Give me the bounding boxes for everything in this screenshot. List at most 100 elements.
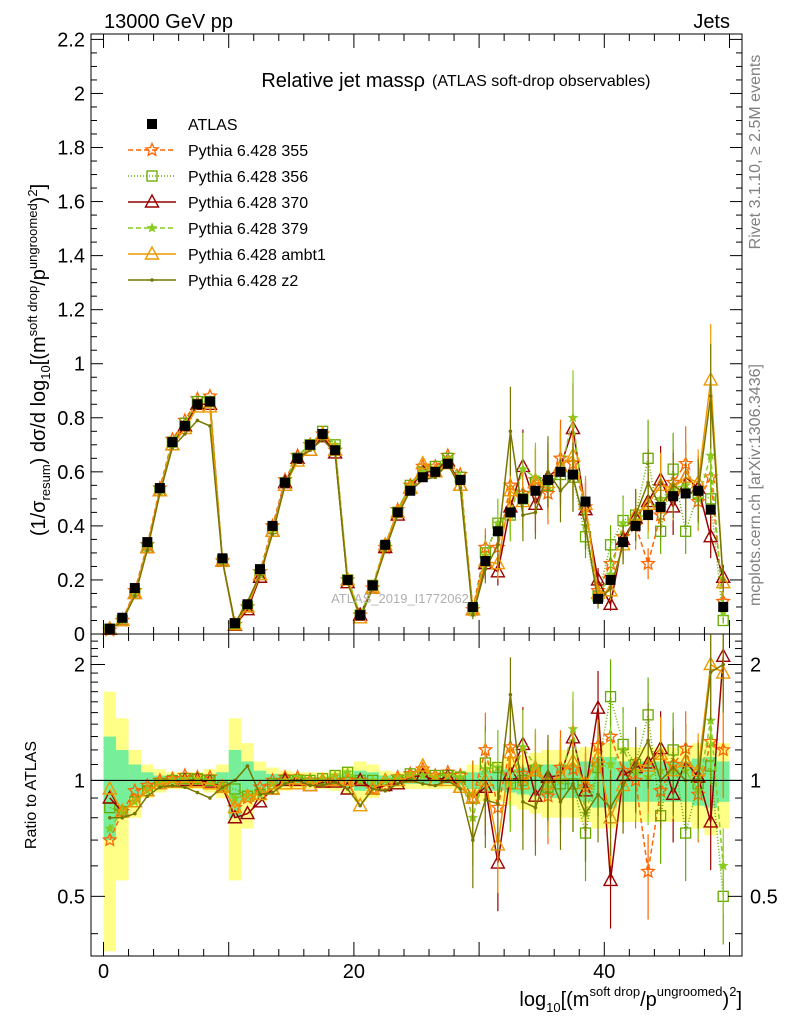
series-pythia-6-428-z2 (107, 343, 726, 632)
data-point (517, 463, 529, 474)
data-point (618, 537, 629, 548)
x-axis-label-sub: 10 (546, 1000, 560, 1015)
data-point (508, 429, 513, 434)
ratio-point (364, 780, 381, 796)
ratio-point (145, 794, 150, 798)
ratio-point (289, 771, 306, 787)
rivet-label: Rivet 3.1.10, ≥ 2.5M events (747, 55, 764, 250)
data-point (208, 424, 212, 428)
data-point (633, 513, 638, 517)
ratio-point (102, 831, 118, 847)
y-axis-label-part: ] (28, 184, 50, 190)
y-axis-label-main: (1/σresum) dσ/d log10[(msoft drop/pungro… (25, 184, 53, 536)
legend-item: Pythia 6.428 356 (128, 169, 308, 186)
data-point (133, 594, 137, 598)
y-tick-label: 1.6 (57, 192, 85, 214)
x-axis-label-sup: 2 (729, 984, 736, 999)
legend-label: Pythia 6.428 355 (188, 143, 308, 160)
legend-item: Pythia 6.428 370 (128, 193, 308, 212)
ratio-point (252, 793, 268, 808)
data-point (455, 474, 466, 485)
x-axis-label-part: /p (640, 989, 657, 1011)
legend-marker (147, 119, 157, 129)
data-point (680, 525, 692, 537)
data-point (705, 450, 717, 461)
data-point (480, 556, 491, 567)
ratio-point (508, 692, 513, 697)
ratio-point (646, 738, 650, 743)
data-point (505, 507, 516, 518)
data-point (671, 483, 675, 488)
ratio-point (640, 863, 656, 879)
ratio-point (458, 787, 463, 791)
data-point (195, 418, 200, 423)
ratio-point (721, 662, 726, 667)
y-axis-label-ratio: Ratio to ATLAS (23, 741, 40, 849)
ratio-point (239, 805, 256, 820)
x-axis-label: log10[(msoft drop/pungroomed)2] (519, 984, 742, 1015)
data-point (317, 429, 328, 439)
data-point (530, 485, 541, 496)
ratio-point (602, 871, 619, 887)
data-point (380, 539, 391, 550)
ratio-point (202, 775, 218, 790)
ratio-point (308, 783, 312, 788)
legend-marker (146, 222, 158, 233)
ratio-point (245, 764, 250, 768)
ratio-point (715, 741, 732, 757)
data-point (492, 526, 503, 537)
data-point (521, 513, 525, 517)
ratio-point (377, 771, 393, 787)
ratio-point (420, 781, 425, 786)
data-point (183, 432, 187, 436)
y-axis-label-sub: resum (38, 464, 53, 500)
ratio-band-inner (103, 736, 117, 841)
data-point (708, 394, 713, 398)
ratio-point (104, 822, 116, 834)
data-point (608, 586, 613, 590)
x-tick-label: 40 (593, 961, 615, 983)
header-left: 13000 GeV pp (104, 11, 233, 33)
data-point (117, 612, 128, 623)
chart-subtitle: (ATLAS soft-drop observables) (432, 73, 650, 90)
data-point (604, 539, 617, 551)
ratio-point (383, 788, 388, 793)
ratio-point (258, 792, 262, 797)
ratio-band-inner (116, 749, 129, 818)
ratio-point (717, 860, 729, 871)
data-point (558, 488, 563, 493)
y-tick-label: 1.4 (57, 246, 85, 268)
y-tick-label: 0.6 (57, 462, 85, 484)
legend-marker (150, 278, 154, 282)
legend-marker (144, 245, 160, 260)
data-point (229, 618, 240, 629)
data-point (355, 610, 366, 621)
ratio-point (195, 790, 200, 795)
ratio-point (621, 783, 625, 788)
data-point (145, 548, 150, 553)
ratio-tick-label-left: 1 (74, 770, 85, 792)
data-point (580, 496, 591, 507)
ratio-frame (90, 633, 743, 957)
ratio-point (433, 783, 438, 788)
ratio-tick-label-left: 2 (74, 654, 85, 676)
data-point (471, 613, 475, 617)
ratio-point (158, 785, 162, 790)
data-point (458, 486, 463, 490)
data-point (583, 524, 588, 528)
data-point (467, 601, 478, 612)
ratio-point (102, 789, 118, 804)
legend-item: Pythia 6.428 355 (128, 141, 308, 160)
ratio-tick-label-right: 2 (750, 654, 761, 676)
ratio-point (546, 770, 550, 775)
data-point (602, 595, 619, 610)
ratio-point (417, 769, 428, 780)
ratio-point (183, 785, 187, 790)
data-point (267, 520, 278, 531)
data-point (342, 574, 353, 585)
data-point (655, 501, 666, 512)
ratio-point (102, 780, 118, 795)
data-point (718, 601, 729, 612)
y-axis-label-part: /p (28, 269, 50, 286)
ratio-point (365, 780, 381, 795)
